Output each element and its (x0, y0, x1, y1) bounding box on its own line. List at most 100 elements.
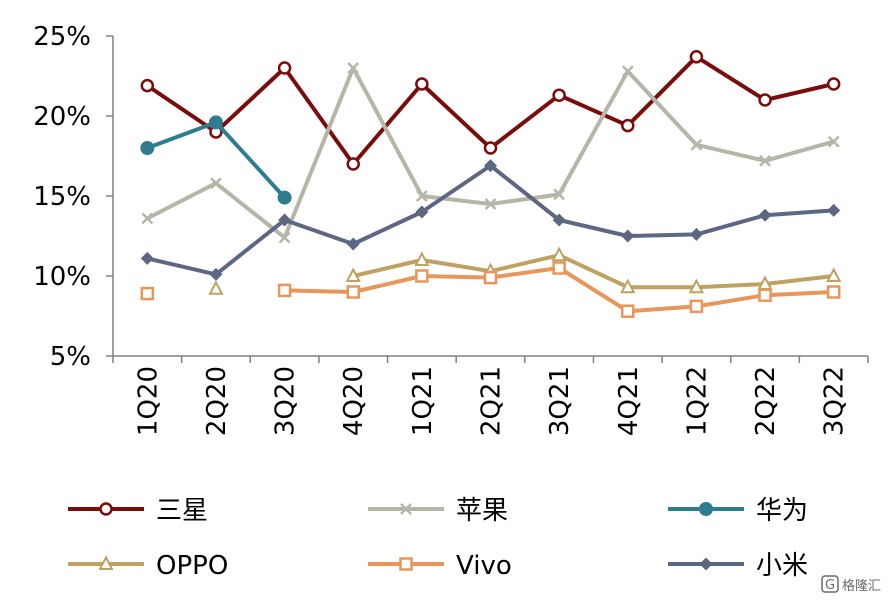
data-point (826, 267, 842, 282)
data-point (277, 61, 292, 75)
data-point (141, 212, 154, 225)
data-point (415, 205, 429, 219)
data-point (210, 177, 222, 190)
data-point (278, 231, 291, 244)
x-tick-label: 3Q21 (545, 366, 575, 436)
data-point (552, 88, 566, 102)
data-point (346, 285, 360, 299)
legend-item: 华为 (668, 496, 808, 526)
data-point (140, 286, 155, 301)
data-point (827, 135, 840, 148)
x-tick-label: 1Q21 (408, 366, 438, 436)
x-tick-label: 2Q21 (477, 366, 507, 436)
data-point (415, 190, 428, 202)
legend-marker (699, 557, 713, 571)
x-tick-label: 1Q22 (682, 366, 712, 436)
series-5 (140, 159, 841, 281)
y-tick-labels: 5% 10% 15% 20% 25% (33, 22, 91, 372)
x-tick-label: 4Q21 (614, 366, 644, 436)
data-point (620, 278, 636, 294)
legend-marker (98, 555, 114, 570)
data-point (346, 157, 360, 171)
legend-item: 苹果 (368, 496, 508, 526)
y-tick-label: 5% (50, 342, 91, 372)
legend-label: 小米 (756, 551, 808, 581)
legend-marker (400, 503, 412, 515)
data-point (689, 50, 704, 64)
data-point (415, 77, 429, 91)
data-point (140, 78, 155, 93)
legend: 三星 苹果 华为 OPPO Vivo 小米 (68, 496, 808, 581)
legend-item: 三星 (68, 496, 208, 526)
x-tick-label: 4Q20 (339, 366, 369, 436)
chart-axes (106, 35, 869, 363)
series-1 (141, 62, 840, 244)
data-point (690, 138, 703, 151)
data-point (140, 141, 155, 155)
legend-label: 三星 (156, 496, 208, 526)
x-tick-labels: 1Q20 2Q20 3Q20 4Q20 1Q21 2Q21 3Q21 4Q21 1Q22 2Q22… (133, 366, 849, 436)
data-point (621, 304, 635, 318)
data-point (208, 115, 223, 130)
data-point (346, 237, 360, 251)
legend-label: 苹果 (456, 496, 508, 526)
x-tick-label: 2Q22 (751, 366, 781, 436)
series-4 (140, 261, 841, 318)
data-point (209, 267, 223, 281)
data-point (688, 278, 705, 294)
legend-item: 小米 (668, 551, 808, 581)
data-point (551, 246, 567, 262)
series-2 (140, 115, 292, 205)
legend-label: 华为 (756, 496, 808, 526)
data-point (277, 190, 292, 205)
x-tick-label: 2Q20 (202, 366, 232, 436)
legend-marker (699, 502, 713, 516)
data-point (277, 283, 292, 298)
y-tick-label: 10% (33, 262, 91, 292)
series-line (351, 253, 836, 290)
data-point (278, 213, 292, 227)
series-line (145, 163, 836, 277)
data-point (826, 285, 841, 299)
x-tick-label: 1Q20 (133, 366, 163, 436)
legend-item: OPPO (68, 551, 228, 581)
data-point (758, 93, 772, 107)
data-point (621, 65, 634, 78)
data-point (552, 213, 566, 227)
data-point (689, 227, 703, 241)
data-point (483, 270, 498, 285)
data-point (484, 198, 497, 210)
data-point (347, 62, 360, 74)
legend-marker (99, 502, 113, 516)
watermark-logo-icon (821, 575, 839, 593)
legend-label: Vivo (456, 551, 512, 581)
data-point (759, 154, 771, 167)
data-point (345, 267, 361, 282)
data-point (414, 251, 430, 266)
y-tick-label: 15% (33, 182, 91, 212)
legend-item: Vivo (368, 551, 512, 581)
data-point (621, 118, 635, 133)
data-point (140, 251, 154, 265)
series-3 (208, 246, 842, 295)
x-tick-label: 3Q20 (271, 366, 301, 436)
watermark-text: 格隆汇 (842, 578, 881, 594)
watermark: G 格隆汇 (821, 575, 881, 594)
data-point (553, 188, 566, 201)
data-point (827, 203, 841, 217)
x-tick-label: 3Q22 (820, 366, 850, 436)
data-point (758, 288, 772, 302)
data-point (415, 269, 429, 283)
data-point (552, 261, 566, 275)
legend-label: OPPO (156, 551, 228, 581)
data-point (826, 77, 841, 91)
data-point (621, 229, 635, 243)
data-point (483, 141, 498, 155)
series-0 (140, 50, 841, 171)
watermark-logo-letter: G (825, 578, 835, 593)
series-layer (140, 50, 842, 318)
data-point (484, 159, 497, 173)
y-tick-label: 20% (33, 102, 91, 132)
data-point (689, 299, 704, 314)
